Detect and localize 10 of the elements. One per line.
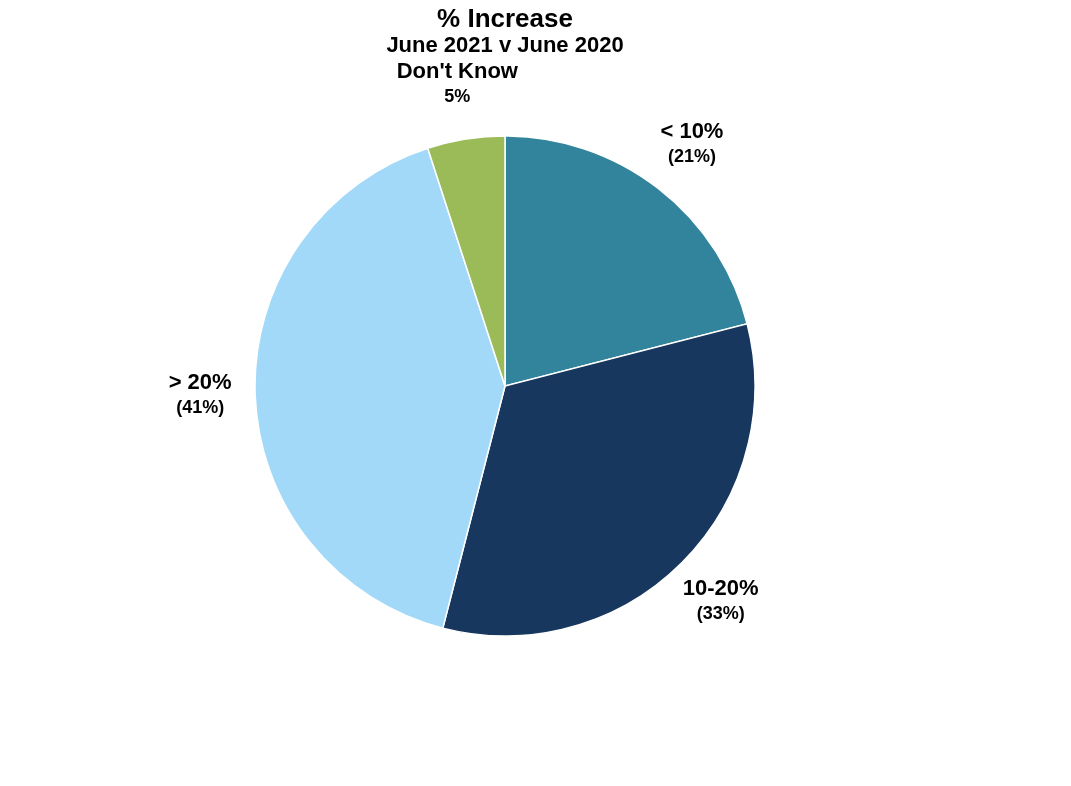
chart-subtitle: June 2021 v June 2020 [386,31,624,57]
slice-label: 10-20% [682,574,759,600]
data-label: (41%) [176,396,225,417]
data-label: 5% [444,85,471,106]
slice-label: > 20% [168,368,232,394]
slice-label: < 10% [660,118,724,143]
slice-label: Don't Know [396,57,519,83]
data-label: (21%) [667,146,716,166]
data-label: (33%) [696,602,745,623]
chart-title: % Increase [437,2,573,33]
